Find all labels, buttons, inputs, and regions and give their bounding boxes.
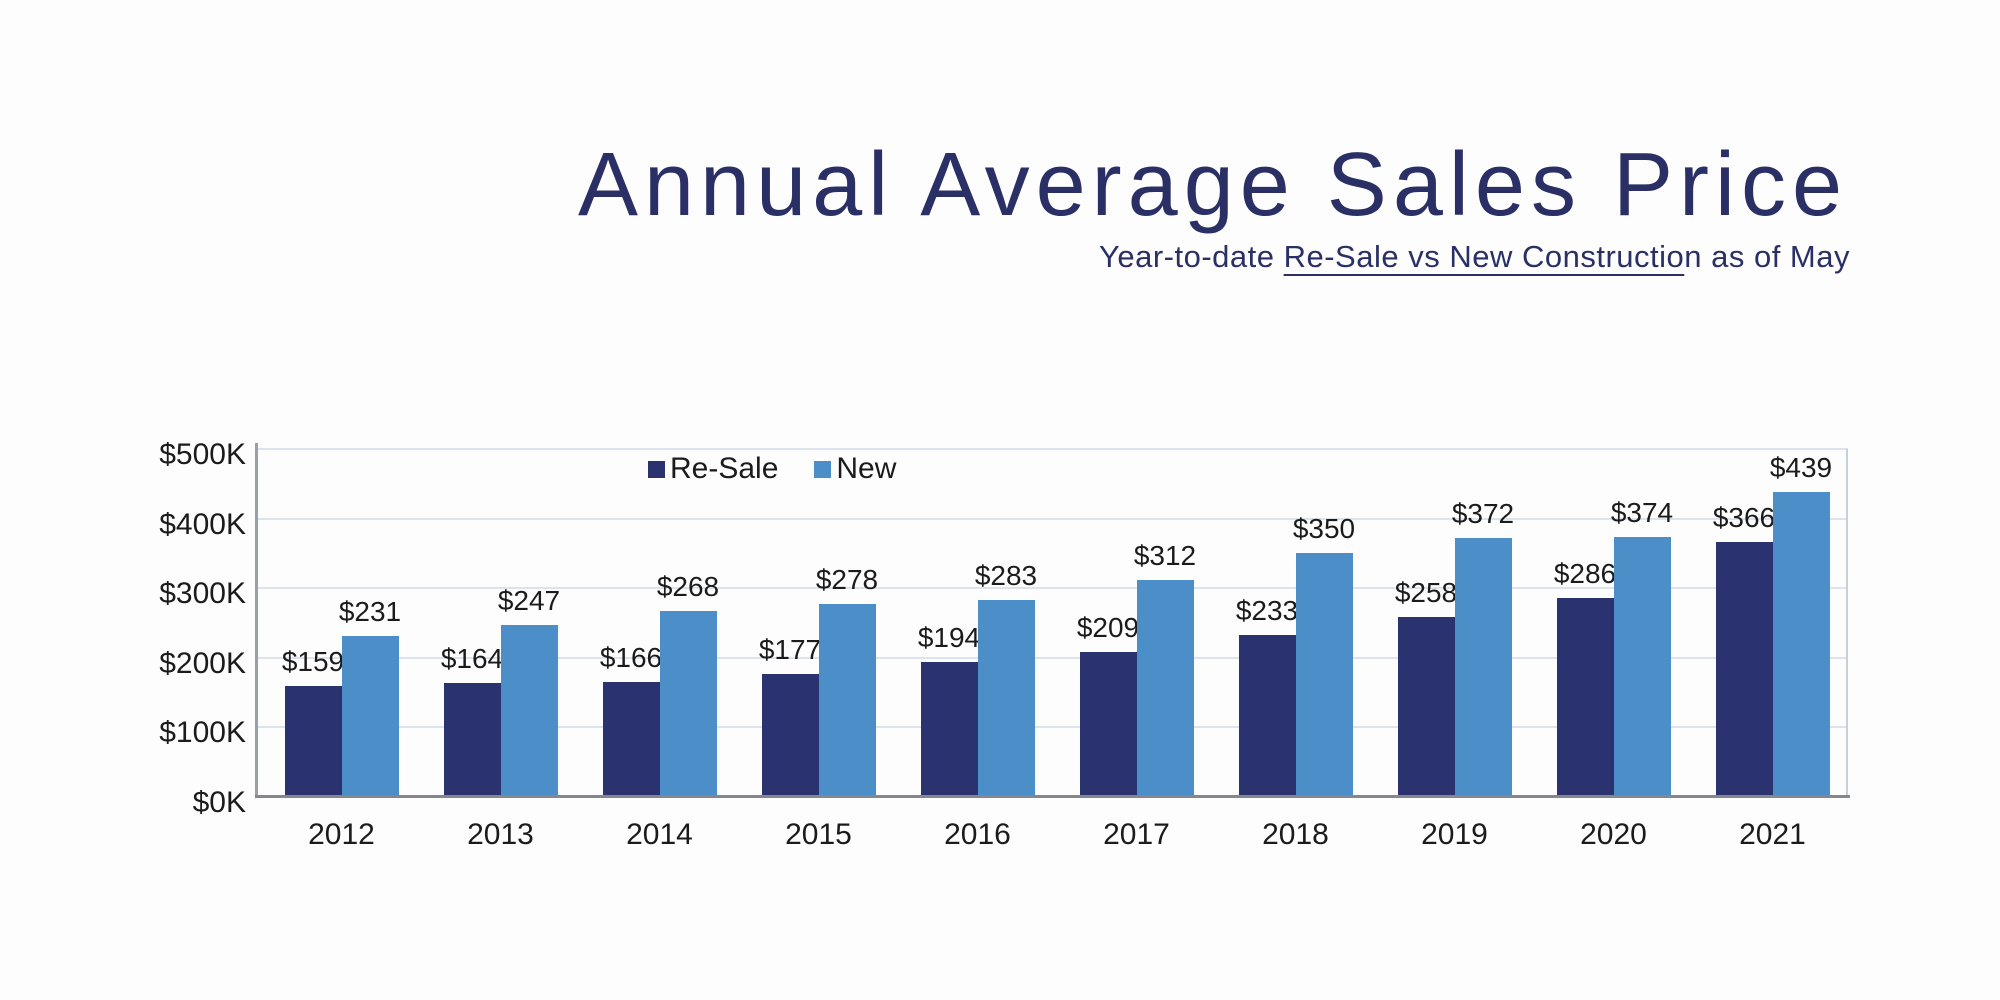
resale-value-label-2021: $366: [1712, 502, 1776, 534]
legend-label: New: [836, 452, 897, 485]
chart-subtitle: Year-to-date Re-Sale vs New Construction…: [1099, 239, 1850, 274]
resale-value-label-2019: $258: [1394, 577, 1458, 609]
x-label-2018: 2018: [1262, 818, 1329, 851]
resale-bar-2013: [443, 682, 501, 797]
y-axis-line: [255, 443, 258, 797]
resale-value-label-2020: $286: [1553, 557, 1617, 589]
new-value-label-2021: $439: [1769, 451, 1833, 483]
new-value-label-2016: $283: [974, 560, 1038, 591]
resale-bar-2021: [1715, 542, 1773, 797]
x-label-2019: 2019: [1421, 818, 1488, 851]
gridline-300k: [258, 587, 1848, 589]
bar-group-2017: $209 $312: [1057, 449, 1216, 797]
y-tick-label: $200K: [159, 647, 246, 680]
bar-group-2013: $164 $247: [421, 449, 580, 797]
new-value-label-2012: $231: [338, 596, 402, 628]
new-value-label-2017: $312: [1133, 539, 1197, 571]
resale-bar-2019: [1397, 617, 1455, 797]
new-value-label-2018: $350: [1292, 513, 1356, 545]
resale-value-label-2016: $194: [917, 622, 981, 653]
bar-group-2018: $233 $350: [1216, 449, 1375, 797]
new-bar-2019: [1454, 538, 1512, 797]
subtitle-underlined: Re-Sale vs New Constructio: [1283, 239, 1685, 274]
new-value-label-2019: $372: [1451, 498, 1515, 530]
y-tick-label: $100K: [159, 716, 246, 749]
new-value-label-2015: $278: [815, 563, 879, 595]
resale-bar-2014: [602, 681, 660, 797]
new-value-label-2014: $268: [656, 570, 720, 602]
new-bar-2020: [1613, 536, 1671, 797]
legend-swatch-icon: [814, 460, 832, 478]
legend-swatch-icon: [648, 460, 665, 478]
new-value-label-2020: $374: [1610, 496, 1674, 528]
bar-group-2016: $194 $283: [898, 449, 1057, 797]
legend-item-re-sale: Re-Sale: [648, 452, 779, 485]
bar-group-2020: $286 $374: [1534, 449, 1693, 797]
gridline-500k: [258, 448, 1848, 450]
resale-bar-2018: [1238, 634, 1296, 797]
y-tick-label: $0K: [192, 786, 246, 819]
bar-group-2015: $177 $278: [739, 449, 898, 797]
y-tick-label: $500K: [159, 438, 246, 471]
subtitle-pre: Year-to-date: [1099, 239, 1284, 274]
resale-bar-2012: [284, 686, 342, 797]
new-bar-2021: [1772, 491, 1830, 797]
new-bar-2017: [1136, 579, 1194, 797]
new-bar-2016: [977, 600, 1035, 797]
x-axis-line: [255, 795, 1850, 798]
resale-value-label-2013: $164: [440, 642, 504, 674]
y-tick-label: $400K: [159, 508, 246, 541]
subtitle-post: n as of May: [1684, 239, 1850, 274]
y-tick-label: $300K: [159, 577, 246, 610]
legend-item-new: New: [814, 452, 897, 485]
resale-value-label-2012: $159: [281, 646, 345, 678]
x-label-2021: 2021: [1739, 818, 1806, 851]
resale-value-label-2017: $209: [1076, 611, 1140, 643]
bar-group-2014: $166 $268: [580, 449, 739, 797]
new-bar-2014: [659, 610, 717, 797]
chart-legend: Re-Sale New: [648, 452, 897, 485]
resale-bar-2015: [761, 673, 819, 797]
resale-bar-2016: [920, 662, 978, 797]
chart-title: Annual Average Sales Price: [577, 135, 1848, 235]
resale-value-label-2018: $233: [1235, 594, 1299, 626]
resale-value-label-2014: $166: [599, 641, 663, 673]
gridline-400k: [258, 518, 1848, 520]
plot-right-border: [1846, 449, 1848, 797]
legend-label: Re-Sale: [670, 452, 779, 485]
new-bar-2012: [341, 636, 399, 797]
x-label-2016: 2016: [944, 818, 1011, 851]
new-bar-2013: [500, 625, 558, 797]
resale-bar-2017: [1079, 651, 1137, 797]
new-bar-2018: [1295, 553, 1353, 797]
new-value-label-2013: $247: [497, 585, 561, 617]
gridline-200k: [258, 657, 1848, 659]
x-label-2013: 2013: [467, 818, 534, 851]
x-label-2012: 2012: [308, 818, 375, 851]
x-label-2020: 2020: [1580, 818, 1647, 851]
plot-area: $159 $231 $164 $247 $166 $268 $177 $278 $194 $283…: [262, 449, 1852, 797]
new-bar-2015: [818, 603, 876, 797]
bar-group-2021: $366 $439: [1693, 449, 1852, 797]
resale-value-label-2015: $177: [758, 633, 822, 665]
gridline-100k: [258, 726, 1848, 728]
x-label-2014: 2014: [626, 818, 693, 851]
x-label-2017: 2017: [1103, 818, 1170, 851]
bar-group-2012: $159 $231: [262, 449, 421, 797]
bar-group-2019: $258 $372: [1375, 449, 1534, 797]
resale-bar-2020: [1556, 597, 1614, 797]
x-label-2015: 2015: [785, 818, 852, 851]
